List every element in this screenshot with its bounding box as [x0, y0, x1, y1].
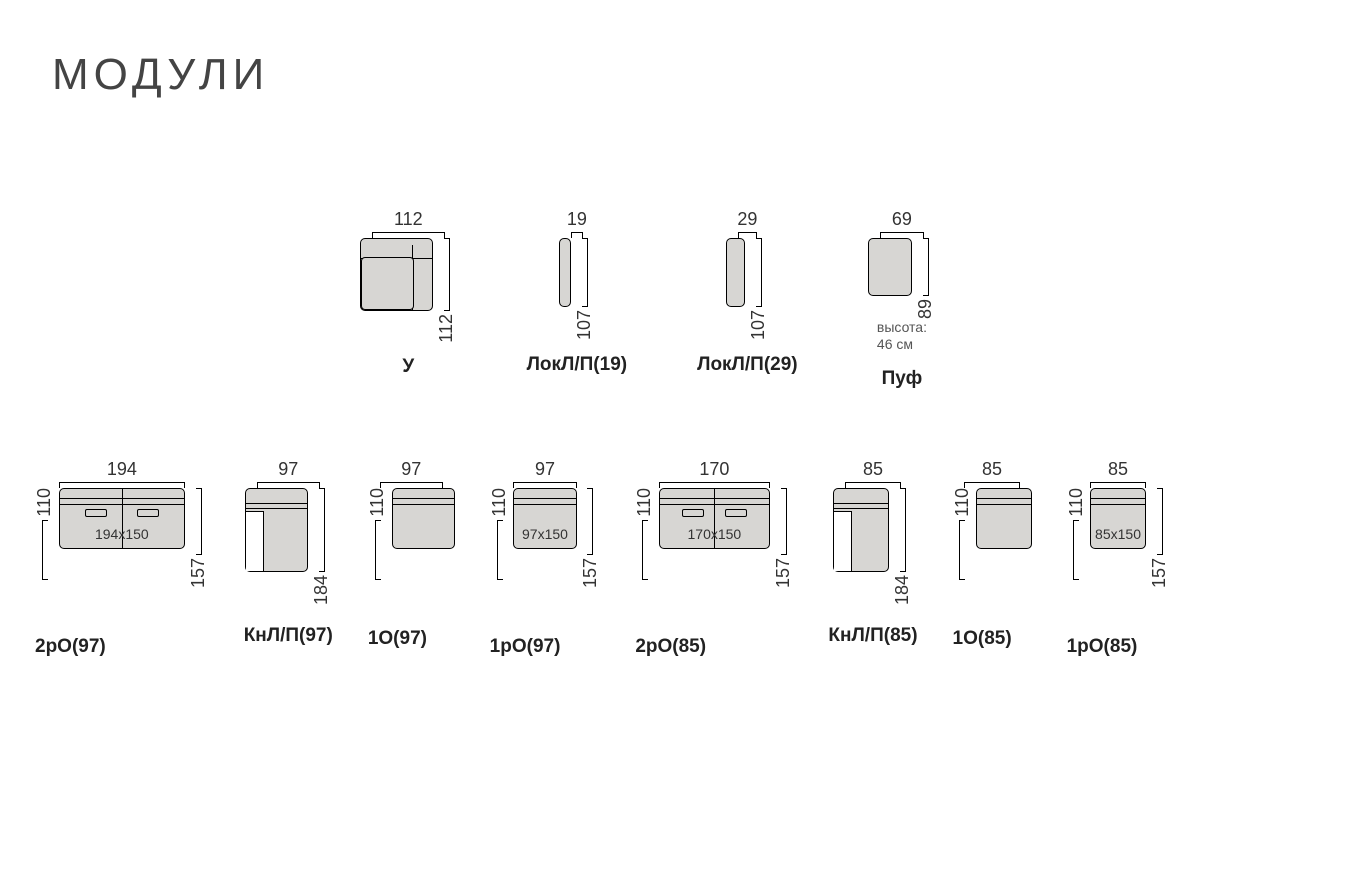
- dim-right: 107: [749, 238, 769, 341]
- module-КнЛ/П(85): 85 184 КнЛ/П(85): [828, 460, 917, 647]
- module-shape: [245, 488, 308, 572]
- module-label: 1О(85): [953, 628, 1032, 650]
- module-label: ЛокЛ/П(29): [697, 354, 798, 376]
- dim-right: 184: [893, 488, 913, 605]
- module-shape: [726, 238, 745, 308]
- module-label: Пуф: [882, 368, 923, 390]
- module-row-1: 112 112 У 19: [360, 210, 936, 390]
- dim-width-label: 19: [567, 210, 587, 230]
- dim-width-label: 85: [1108, 460, 1128, 480]
- module-1О(97): 97 110 1О(97): [368, 460, 455, 650]
- module-label: КнЛ/П(85): [828, 625, 917, 647]
- module-label: 1рО(97): [490, 636, 601, 658]
- module-shape: [559, 238, 571, 308]
- dim-width-label: 97: [278, 460, 298, 480]
- module-note: высота:46 см: [877, 319, 927, 354]
- dim-right: 107: [575, 238, 595, 341]
- module-Пуф: 69 89 высота:46 см Пуф: [868, 210, 937, 390]
- module-shape: 85x150: [1090, 488, 1145, 549]
- dim-width-label: 29: [737, 210, 757, 230]
- dim-left: 110: [953, 488, 973, 580]
- module-label: У: [402, 356, 414, 378]
- dim-left: 110: [635, 488, 655, 580]
- dim-right: 157: [774, 488, 794, 588]
- dim-width-label: 97: [401, 460, 421, 480]
- dim-width-label: 85: [982, 460, 1002, 480]
- module-ЛокЛ/П(29): 29 107 ЛокЛ/П(29): [697, 210, 798, 390]
- dim-left: 110: [490, 488, 510, 580]
- dim-right: 157: [581, 488, 601, 588]
- module-shape: 170x150: [659, 488, 770, 549]
- module-КнЛ/П(97): 97 184 КнЛ/П(97): [244, 460, 333, 647]
- dim-width-label: 69: [892, 210, 912, 230]
- module-label: КнЛ/П(97): [244, 625, 333, 647]
- dim-width-label: 85: [863, 460, 883, 480]
- module-shape: [976, 488, 1031, 549]
- page-title: МОДУЛИ: [52, 50, 269, 100]
- dim-width-label: 112: [394, 210, 423, 230]
- dim-right: 157: [1150, 488, 1170, 588]
- module-label: 1рО(85): [1067, 636, 1170, 658]
- module-label: 1О(97): [368, 628, 455, 650]
- module-label: 2рО(97): [35, 636, 209, 658]
- module-1О(85): 85 110 1О(85): [953, 460, 1032, 650]
- dim-width-label: 194: [107, 460, 137, 480]
- module-row-2: 194 110 194x150 157 2рО(97): [35, 460, 1169, 658]
- module-1рО(97): 97 110 97x150 157 1рО(97): [490, 460, 601, 658]
- module-shape: [360, 238, 433, 311]
- dim-width-label: 97: [535, 460, 555, 480]
- module-shape: [833, 488, 888, 572]
- dim-right: 112: [437, 238, 457, 343]
- module-2рО(97): 194 110 194x150 157 2рО(97): [35, 460, 209, 658]
- module-shape: 194x150: [59, 488, 185, 549]
- module-У: 112 112 У: [360, 210, 457, 390]
- dim-left: 110: [35, 488, 55, 580]
- module-ЛокЛ/П(19): 19 107 ЛокЛ/П(19): [527, 210, 628, 390]
- module-label: 2рО(85): [635, 636, 793, 658]
- module-2рО(85): 170 110 170x150 157 2рО(85): [635, 460, 793, 658]
- dim-right: 157: [189, 488, 209, 588]
- module-shape: [868, 238, 913, 296]
- dim-width-label: 170: [699, 460, 729, 480]
- dim-left: 110: [368, 488, 388, 580]
- dim-right: 89: [916, 238, 936, 319]
- module-label: ЛокЛ/П(19): [527, 354, 628, 376]
- module-shape: [392, 488, 455, 549]
- module-1рО(85): 85 110 85x150 157 1рО(85): [1067, 460, 1170, 658]
- dim-left: 110: [1067, 488, 1087, 580]
- module-shape: 97x150: [513, 488, 576, 549]
- dim-right: 184: [312, 488, 332, 605]
